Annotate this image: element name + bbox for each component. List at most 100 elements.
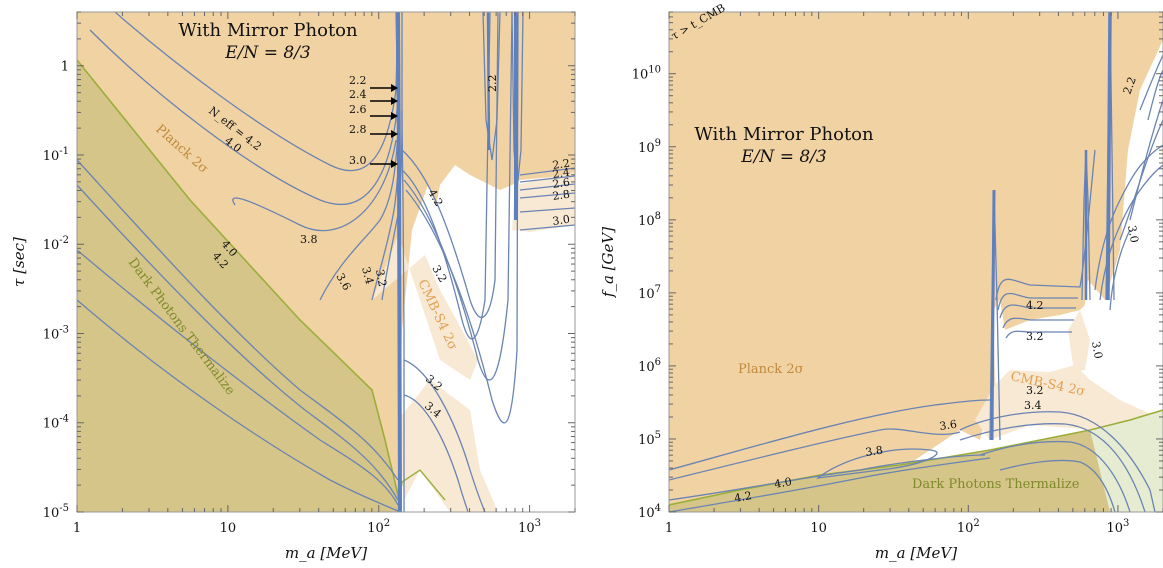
right-panel: 1 10 102 103 104 105 106 107 108 109 1010 With Mir… (599, 1, 1163, 562)
left-clabel-3.2: 3.2 (373, 268, 389, 287)
right-frame (668, 11, 1163, 513)
arrow-label-2.8: 2.8 (349, 123, 367, 136)
left-ytick-label: 10-5 (43, 503, 69, 521)
left-panel: 1 10 102 103 10-5 10-4 10-3 10-2 10-1 1 With Mirr… (10, 11, 576, 562)
right-clabel-3.8: 3.8 (865, 444, 884, 459)
right-xtick-label: 102 (957, 518, 980, 536)
right-contour-plat4 (1002, 317, 1074, 329)
arrow-label-2.6: 2.6 (349, 103, 367, 116)
right-clabel-2.2: 2.2 (1121, 75, 1139, 96)
right-contour-r3 (1109, 229, 1131, 311)
left-clabel-2.2top: 2.2 (486, 75, 499, 93)
left-cmb-band-3 (512, 172, 575, 232)
left-edge-3.0: 3.0 (552, 213, 571, 228)
left-thermal-region (77, 60, 398, 512)
left-contour-right4 (405, 12, 519, 424)
left-xtick-label: 103 (518, 518, 541, 536)
left-edge-2.8: 2.8 (552, 188, 571, 203)
left-ylabel: τ [sec] (10, 237, 28, 287)
left-edge-2.6: 2.6 (552, 176, 571, 191)
left-subtitle: E/N = 8/3 (224, 43, 310, 63)
right-planck-label: Planck 2σ (738, 362, 804, 377)
left-contour-right1 (401, 12, 499, 319)
left-resonance-line (396, 12, 402, 512)
right-contour-r2 (1099, 164, 1163, 301)
right-contour-plat2 (997, 292, 1078, 311)
right-ytick-label: 107 (638, 284, 661, 302)
right-clabel-3.0a: 3.0 (1089, 340, 1105, 359)
right-contour-r6 (1139, 54, 1163, 111)
left-frame (76, 11, 576, 513)
right-contour-8 (999, 459, 1116, 512)
left-clabel-3.8: 3.8 (300, 233, 318, 246)
left-xtick-label: 10 (220, 521, 237, 536)
right-ytick-label: 1010 (632, 65, 661, 83)
right-contour-4 (669, 457, 991, 512)
left-contour-right2 (401, 12, 491, 340)
right-planck-region (669, 12, 1163, 512)
left-contour-4.0a (89, 29, 399, 206)
arrowhead-2.8 (391, 130, 398, 138)
left-edge-2.4: 2.4 (552, 166, 571, 181)
right-xtick-label: 10 (810, 521, 827, 536)
right-clabel-4.0: 4.0 (773, 475, 792, 491)
left-contour-3.4b (403, 394, 469, 512)
left-contour-4.2a (114, 12, 399, 172)
right-contour-r5 (1129, 99, 1163, 221)
left-contour-h2 (519, 175, 575, 183)
right-contour-2 (669, 428, 961, 481)
arrowhead-2.6 (391, 112, 398, 120)
right-resonance-line (990, 189, 996, 441)
right-thermal-region-light (1090, 410, 1163, 512)
right-contour-plat1 (995, 149, 1096, 301)
right-clabel-3.6: 3.6 (939, 418, 958, 433)
arrowhead-2.2 (391, 84, 398, 92)
left-edge-2.2: 2.2 (552, 157, 571, 172)
right-thermal-label: Dark Photons Thermalize (912, 477, 1080, 492)
left-ytick-label: 10-1 (43, 146, 69, 164)
right-xlabel: m_a [MeV] (875, 544, 957, 562)
left-contour-top2 (401, 12, 405, 512)
left-plot-area (77, 12, 575, 512)
right-contour-5 (959, 411, 1156, 512)
right-clabel-3.4: 3.4 (1024, 399, 1042, 412)
right-cmb-band-2 (1068, 310, 1090, 372)
left-contour-h6 (519, 224, 575, 231)
right-plot-area (669, 12, 1163, 512)
right-contour-plat5 (1005, 330, 1072, 339)
right-clabel-3.2a: 3.2 (1026, 384, 1044, 397)
arrow-label-2.4: 2.4 (349, 88, 367, 101)
left-contour-4.0b (77, 159, 399, 481)
left-clabel-3.4: 3.4 (359, 265, 376, 285)
right-ticks: 1 10 102 103 104 105 106 107 108 109 1010 (632, 11, 1163, 536)
right-contour-loop (815, 448, 938, 479)
right-contour-plat3 (999, 304, 1076, 319)
left-contour-h4 (519, 192, 575, 199)
right-ylabel: f_a [GeV] (599, 227, 617, 298)
left-arrows (370, 84, 398, 168)
right-contour-3 (669, 454, 986, 501)
left-contour-low1 (77, 249, 399, 506)
right-subtitle: E/N = 8/3 (740, 147, 826, 167)
arrowhead-3.0 (391, 160, 398, 168)
left-xtick-label: 102 (367, 518, 390, 536)
right-contour-7 (979, 440, 1131, 512)
right-title: With Mirror Photon (694, 124, 874, 145)
arrowhead-2.4 (391, 97, 398, 105)
right-clabel-4.2: 4.2 (733, 489, 752, 505)
right-contours (669, 12, 1163, 512)
right-resonance-line-2 (1106, 12, 1112, 301)
left-xtick-label: 1 (73, 521, 81, 536)
left-contour-right3 (403, 12, 513, 381)
left-ytick-label: 10-3 (43, 324, 69, 342)
right-xtick-label: 1 (665, 521, 673, 536)
right-contour-r7 (1147, 69, 1163, 121)
right-ytick-label: 108 (638, 211, 661, 229)
left-contour-low2 (77, 299, 401, 512)
left-contour-h1 (519, 167, 575, 176)
left-ytick-label: 10-4 (43, 414, 69, 432)
right-contour-1 (669, 399, 991, 471)
right-ytick-label: 105 (638, 430, 661, 448)
